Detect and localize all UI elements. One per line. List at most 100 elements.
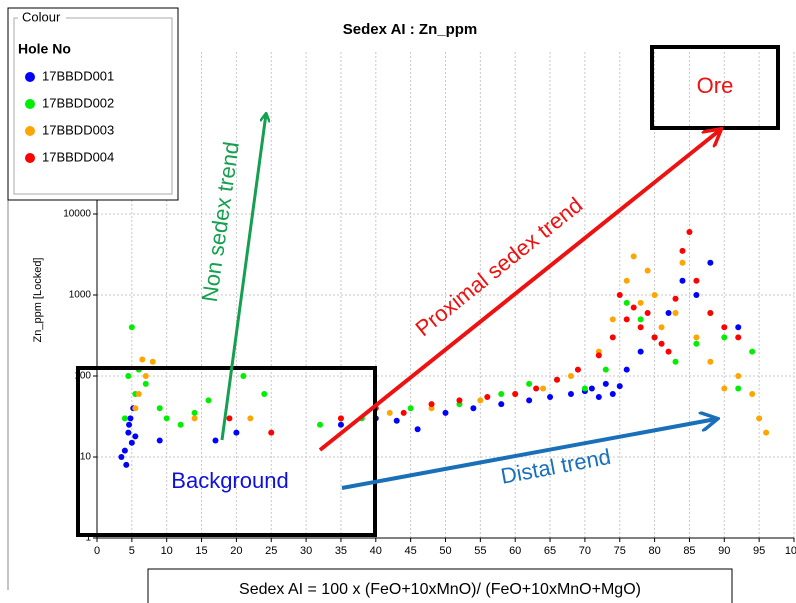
x-tick-label: 0	[94, 545, 100, 557]
arrow	[318, 130, 720, 452]
point	[533, 385, 540, 392]
point	[602, 366, 609, 373]
point	[665, 348, 672, 355]
x-tick-label: 40	[370, 545, 382, 557]
point	[512, 390, 519, 397]
point	[637, 299, 644, 306]
point	[125, 429, 132, 436]
legend-label: 17BBDD001	[42, 68, 114, 83]
point	[139, 356, 146, 363]
y-tick-label: 10	[80, 452, 92, 463]
point	[672, 295, 679, 302]
x-tick-label: 15	[195, 545, 207, 557]
point	[637, 316, 644, 323]
point	[574, 366, 581, 373]
point	[707, 309, 714, 316]
point	[337, 415, 344, 422]
point	[763, 429, 770, 436]
point	[721, 334, 728, 341]
point	[121, 415, 128, 422]
x-tick-label: 30	[300, 545, 312, 557]
point	[127, 415, 134, 422]
point	[212, 437, 219, 444]
point	[721, 324, 728, 331]
point	[630, 253, 637, 260]
x-tick-label: 55	[474, 545, 486, 557]
legend-title: Hole No	[18, 41, 71, 57]
point	[707, 358, 714, 365]
x-tick-label: 90	[718, 545, 730, 557]
x-tick-label: 70	[579, 545, 591, 557]
x-tick-label: 20	[230, 545, 242, 557]
point	[132, 405, 139, 412]
x-tick-label: 85	[683, 545, 695, 557]
legend-marker	[25, 72, 35, 82]
point	[637, 348, 644, 355]
point	[693, 334, 700, 341]
point	[665, 309, 672, 316]
point	[602, 380, 609, 387]
point	[261, 390, 268, 397]
point	[428, 405, 435, 412]
point	[442, 409, 449, 416]
point	[317, 421, 324, 428]
point	[707, 259, 714, 266]
point	[609, 390, 616, 397]
y-tick-label: 1	[85, 533, 91, 544]
point	[609, 316, 616, 323]
point	[693, 277, 700, 284]
point	[679, 247, 686, 254]
point	[128, 439, 135, 446]
point	[658, 340, 665, 347]
point	[177, 421, 184, 428]
point	[644, 309, 651, 316]
point	[191, 415, 198, 422]
point	[679, 277, 686, 284]
point	[233, 429, 240, 436]
legend-group-bg	[18, 10, 66, 24]
x-tick-label: 5	[129, 545, 135, 557]
point	[756, 415, 763, 422]
point	[123, 461, 130, 468]
point	[616, 292, 623, 298]
point	[125, 373, 132, 379]
point	[609, 334, 616, 341]
point	[651, 292, 658, 298]
legend-marker	[25, 99, 35, 109]
point	[547, 394, 554, 401]
chart-title: Sedex AI : Zn_ppm	[343, 21, 477, 38]
point	[686, 228, 693, 235]
y-tick-label: 10000	[63, 209, 91, 220]
legend-marker	[25, 126, 35, 136]
point	[749, 348, 756, 355]
y-tick-label: 1000	[69, 290, 92, 301]
point	[132, 433, 139, 440]
point	[498, 390, 505, 397]
point	[393, 417, 400, 424]
y-tick-label: 100	[74, 371, 91, 382]
point	[637, 324, 644, 331]
legend-label: 17BBDD002	[42, 95, 114, 110]
point	[567, 390, 574, 397]
point	[735, 385, 742, 392]
point	[121, 447, 128, 454]
point	[679, 259, 686, 266]
legend-label: 17BBDD004	[42, 149, 114, 164]
point	[142, 380, 149, 387]
background-box	[76, 366, 377, 537]
point	[268, 429, 275, 436]
point	[595, 394, 602, 401]
point	[623, 299, 630, 306]
arrow	[341, 419, 716, 490]
x-tick-label: 65	[544, 545, 556, 557]
point	[135, 390, 142, 397]
point	[735, 324, 742, 331]
point	[540, 385, 547, 392]
point	[498, 401, 505, 408]
point	[735, 373, 742, 379]
point	[400, 409, 407, 416]
point	[554, 376, 561, 383]
point	[749, 390, 756, 397]
point	[407, 405, 414, 412]
